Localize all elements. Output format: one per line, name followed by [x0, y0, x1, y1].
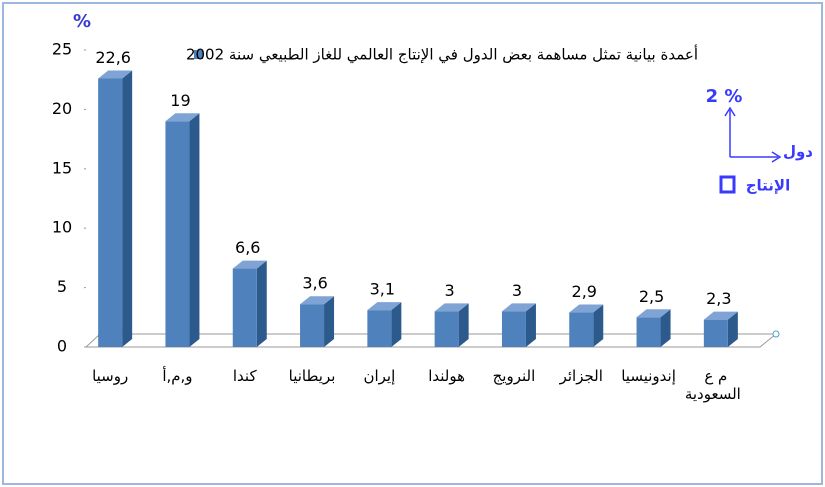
value-label: 19 — [170, 91, 190, 110]
y-tick-label: 0 — [57, 337, 67, 356]
x-tick-label: النرويج — [492, 367, 536, 385]
bar-side — [189, 113, 200, 347]
bar-top — [569, 304, 604, 313]
value-label: 3,6 — [302, 274, 327, 293]
bar-top — [434, 303, 469, 312]
bar-top — [367, 302, 402, 311]
floor-dot — [772, 330, 780, 338]
value-label: 3 — [445, 281, 455, 300]
x-tick-label: إيران — [363, 367, 396, 385]
annotation: % 2 — [706, 86, 743, 107]
annotation: الإنتاج — [746, 177, 791, 195]
bar — [98, 78, 123, 348]
bar — [434, 311, 459, 347]
legend-label: أعمدة بيانية تمثل مساهمة بعض الدول في ال… — [186, 45, 698, 65]
x-tick-label: روسيا — [92, 367, 129, 385]
value-label: 22,6 — [95, 48, 131, 67]
bar-side — [458, 303, 469, 347]
y-axis-label: % — [73, 11, 91, 32]
arrow-head — [771, 151, 782, 163]
bar-top — [501, 303, 536, 312]
bar — [636, 317, 661, 347]
x-tick-label: الجزائر — [559, 367, 603, 385]
value-label: 2,3 — [706, 289, 731, 308]
bar-top — [636, 309, 671, 318]
bar-top — [300, 296, 335, 305]
bar — [300, 304, 325, 347]
y-tick-label: 20 — [52, 99, 72, 118]
annotation: دول — [783, 143, 813, 161]
x-tick-label: كندا — [232, 367, 257, 385]
bar-side — [593, 304, 604, 347]
x-tick-label: م ع السعودية — [684, 367, 741, 403]
bar-side — [727, 311, 738, 347]
y-tick-label: 10 — [52, 218, 72, 237]
bar-side — [256, 260, 267, 347]
bar — [165, 121, 190, 347]
bar-side — [525, 303, 536, 347]
y-tick-label: 25 — [52, 40, 72, 59]
x-tick-label: إندونيسيا — [621, 367, 676, 385]
value-label: 2,9 — [572, 282, 597, 301]
bar-top — [98, 70, 133, 79]
legend-swatch — [194, 50, 203, 59]
arrow-head — [724, 106, 736, 117]
bar — [569, 312, 594, 347]
x-tick-label: هولندا — [428, 367, 466, 385]
bar-top — [232, 260, 267, 269]
bar — [232, 268, 257, 347]
bar-side — [660, 309, 671, 347]
bar-side — [122, 70, 133, 348]
bar-side — [324, 296, 335, 347]
x-tick-label: بريطانيا — [288, 367, 336, 385]
bar-side — [391, 302, 402, 347]
bar-top — [703, 311, 738, 320]
value-label: 3 — [512, 281, 522, 300]
bar-top — [165, 113, 200, 122]
bar — [703, 319, 728, 347]
bar — [367, 310, 392, 347]
x-tick-label: و,م,أ — [162, 367, 193, 385]
y-tick-label: 15 — [52, 158, 72, 177]
value-label: 3,1 — [370, 280, 395, 299]
value-label: 6,6 — [235, 238, 260, 257]
value-label: 2,5 — [639, 287, 664, 306]
y-tick-label: 5 — [57, 277, 67, 296]
legend-icon — [719, 175, 736, 194]
bar — [501, 311, 526, 347]
